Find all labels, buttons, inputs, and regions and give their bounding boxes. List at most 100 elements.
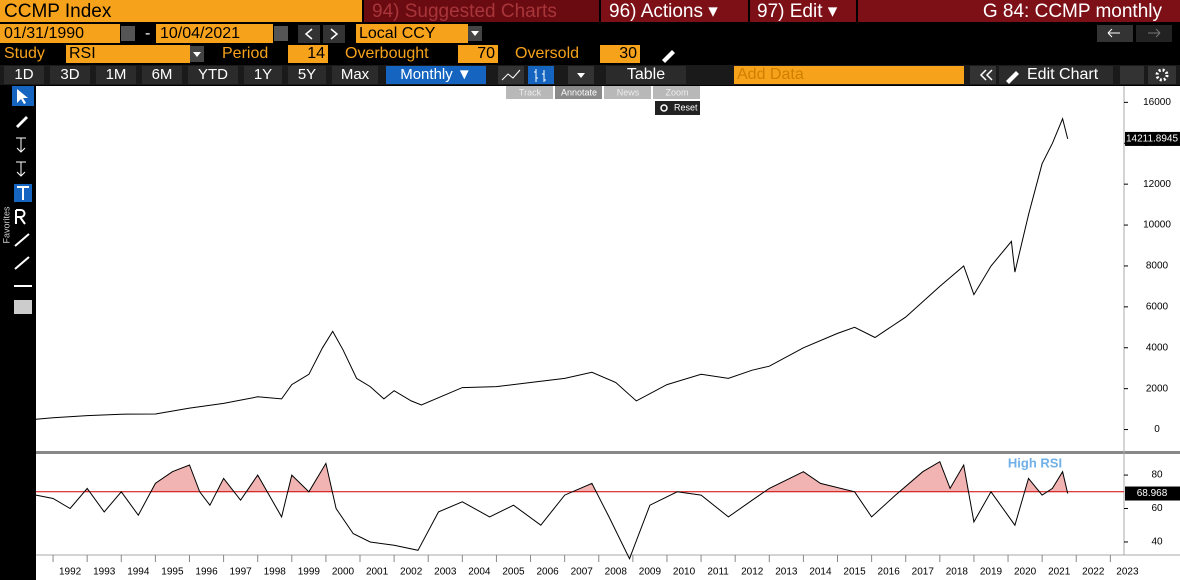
draw-tool[interactable] xyxy=(16,116,28,128)
range-button[interactable] xyxy=(50,66,90,84)
line-chart-button[interactable] xyxy=(498,66,524,84)
last-value-box xyxy=(1125,486,1180,501)
chart-tool-button[interactable] xyxy=(604,86,651,99)
chart-tool-label: Zoom xyxy=(665,87,688,97)
range-button[interactable] xyxy=(142,66,182,84)
start-date-field[interactable] xyxy=(0,24,120,43)
x-tick-label: 2011 xyxy=(707,567,729,578)
x-tick-label: 2001 xyxy=(366,567,389,578)
collapse-button[interactable] xyxy=(970,66,996,84)
chart-tool-label: News xyxy=(617,87,640,97)
percent-tool[interactable] xyxy=(16,137,26,153)
calendar-icon[interactable] xyxy=(274,26,288,41)
actions-button[interactable] xyxy=(601,0,748,22)
period-label: Period xyxy=(222,45,268,62)
x-tick-label: 2015 xyxy=(843,567,866,578)
range-button[interactable] xyxy=(244,66,282,84)
table: Table xyxy=(627,66,665,83)
x-tick-label: 2014 xyxy=(809,567,832,578)
range-button[interactable] xyxy=(332,66,378,84)
oversold-label: Oversold xyxy=(515,45,579,62)
edit-chart: Edit Chart xyxy=(1027,66,1099,83)
undo-icon xyxy=(1107,28,1120,38)
range-button[interactable] xyxy=(188,66,238,84)
x-tick-label: 2009 xyxy=(639,567,662,578)
study: RSI xyxy=(69,45,96,62)
x-tick-label: 2010 xyxy=(673,567,696,578)
currency: Local CCY xyxy=(359,25,436,42)
y-tick-label: 8000 xyxy=(1146,261,1169,272)
range-label: 1Y xyxy=(254,66,272,83)
end-date-field[interactable] xyxy=(156,24,273,43)
pen-icon[interactable] xyxy=(662,50,675,63)
y-tick-label: 2000 xyxy=(1146,383,1169,394)
last-value-box xyxy=(1125,131,1180,146)
last-value: 68.968 xyxy=(1137,488,1168,499)
annotation: High RSI xyxy=(1008,455,1062,470)
x-tick-label: 2006 xyxy=(536,567,559,578)
y-tick-label: 6000 xyxy=(1146,301,1169,312)
reset-button[interactable] xyxy=(655,101,700,115)
prev-button[interactable] xyxy=(298,25,320,43)
chart-tool-button[interactable] xyxy=(653,86,700,99)
y-tick-label: 0 xyxy=(1154,424,1160,435)
bar-chart-button[interactable] xyxy=(528,66,554,84)
dropdown-icon xyxy=(193,52,201,57)
x-tick-label: 2013 xyxy=(775,567,798,578)
panel-divider xyxy=(36,451,1180,454)
x-tick-label: 2008 xyxy=(605,567,628,578)
suggested: 94) Suggested Charts xyxy=(372,1,557,22)
x-tick-label: 2020 xyxy=(1014,567,1037,578)
x-tick-label: 2016 xyxy=(878,567,901,578)
range-label: 1M xyxy=(106,66,127,83)
range-button[interactable] xyxy=(386,66,486,84)
x-tick-label: 2018 xyxy=(946,567,969,578)
x-tick-label: 2000 xyxy=(332,567,355,578)
chart-tool-button[interactable] xyxy=(506,86,553,99)
x-tick-label: 2017 xyxy=(912,567,935,578)
range-label: 5Y xyxy=(298,66,316,83)
study-field[interactable] xyxy=(66,45,190,63)
y-tick-label: 4000 xyxy=(1146,342,1169,353)
fib-tool[interactable] xyxy=(14,300,32,314)
y-tick-label: 60 xyxy=(1151,503,1163,514)
redo-icon xyxy=(1148,28,1161,38)
resize-button[interactable] xyxy=(1120,66,1144,84)
period: 14 xyxy=(307,45,325,62)
x-tick-label: 2022 xyxy=(1082,567,1105,578)
end-date: 10/04/2021 xyxy=(160,25,240,42)
range-button[interactable] xyxy=(288,66,326,84)
series-line xyxy=(35,117,1069,420)
chart-tools: Track Annotate News Zoom Reset xyxy=(506,86,700,115)
y-tick-label: 16000 xyxy=(1143,97,1171,108)
suggested-button[interactable] xyxy=(364,0,599,22)
trend-tool[interactable] xyxy=(14,233,30,247)
oversold: 30 xyxy=(619,45,637,62)
calendar-icon[interactable] xyxy=(121,26,135,41)
ratio-tool[interactable] xyxy=(15,209,26,225)
table-button[interactable] xyxy=(606,66,686,84)
range-button[interactable] xyxy=(4,66,44,84)
currency-field[interactable] xyxy=(356,24,468,43)
overbought: 70 xyxy=(477,45,495,62)
oversold-field[interactable] xyxy=(600,45,640,63)
period-field[interactable] xyxy=(288,45,328,63)
range-button[interactable] xyxy=(96,66,136,84)
add-data-field[interactable] xyxy=(734,66,964,84)
security-field[interactable] xyxy=(0,0,362,22)
range-buttons: 1D 3D 1M 6M YTD 1Y 5Y Max Monthly ▼ xyxy=(4,66,486,84)
settings-button[interactable] xyxy=(1148,66,1176,84)
edit-chart-button[interactable] xyxy=(999,66,1113,84)
x-tick-label: 2002 xyxy=(400,567,423,578)
edit-button[interactable] xyxy=(750,0,856,22)
next-button[interactable] xyxy=(323,25,345,43)
chart-tool-button[interactable] xyxy=(555,86,602,99)
x-tick-label: 2003 xyxy=(434,567,457,578)
channel-tool[interactable] xyxy=(14,256,30,270)
overbought-field[interactable] xyxy=(458,45,498,63)
chart-tool-label: Track xyxy=(519,87,542,97)
price-panel xyxy=(36,86,1180,451)
range-label: 6M xyxy=(152,66,173,83)
price-tool[interactable] xyxy=(16,161,26,177)
x-tick-label: 1997 xyxy=(230,567,253,578)
